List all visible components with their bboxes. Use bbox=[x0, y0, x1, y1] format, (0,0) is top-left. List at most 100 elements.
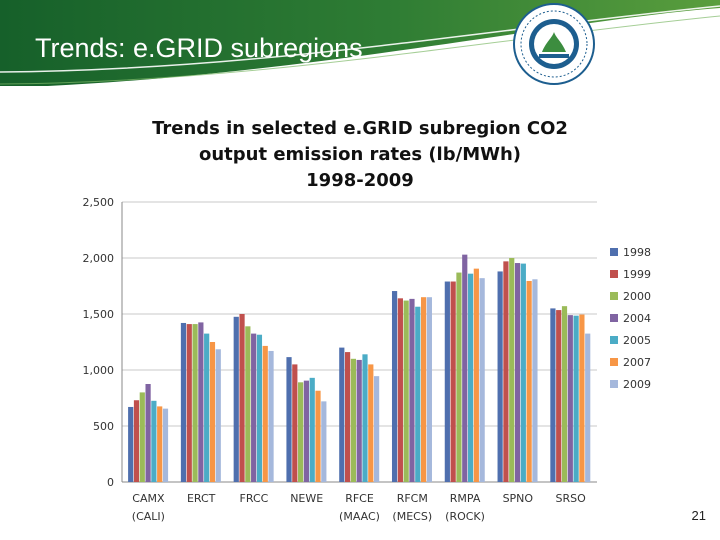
legend-label: 2007 bbox=[623, 356, 651, 369]
bar bbox=[350, 358, 356, 482]
bar bbox=[215, 349, 221, 482]
bar bbox=[573, 315, 579, 482]
bar bbox=[233, 316, 239, 482]
legend-label: 2004 bbox=[623, 312, 651, 325]
bar bbox=[409, 298, 415, 482]
bar bbox=[391, 291, 398, 482]
bar bbox=[186, 324, 192, 482]
bar bbox=[256, 334, 263, 482]
legend-swatch bbox=[610, 336, 618, 344]
x-tick-sublabel: (MECS) bbox=[392, 510, 432, 523]
legend-swatch bbox=[610, 270, 618, 278]
bar bbox=[321, 401, 327, 482]
bar bbox=[503, 261, 509, 482]
bar bbox=[151, 400, 157, 482]
chart-title-line-2: output emission rates (lb/MWh) bbox=[198, 144, 521, 165]
agency-seal-logo bbox=[512, 2, 596, 86]
bar bbox=[356, 359, 362, 482]
chart-title-line-3: 1998-2009 bbox=[306, 170, 414, 191]
x-tick-label: CAMX bbox=[132, 492, 165, 505]
x-tick-label: ERCT bbox=[187, 492, 216, 505]
bar bbox=[579, 314, 585, 482]
bar bbox=[209, 342, 216, 482]
bar bbox=[462, 254, 468, 482]
bar bbox=[368, 364, 374, 482]
x-tick-label: SRSO bbox=[555, 492, 586, 505]
bar bbox=[180, 322, 187, 482]
bar bbox=[133, 400, 140, 482]
bar bbox=[467, 273, 474, 482]
bar bbox=[162, 408, 169, 482]
bar bbox=[415, 306, 421, 482]
bar bbox=[550, 308, 556, 482]
bar bbox=[362, 354, 368, 482]
bar bbox=[303, 380, 310, 482]
bar bbox=[532, 279, 538, 482]
y-tick-label: 1,000 bbox=[83, 364, 115, 377]
bar bbox=[192, 324, 198, 482]
bar bbox=[198, 322, 204, 482]
bar bbox=[204, 333, 210, 482]
bar bbox=[251, 333, 257, 482]
bar bbox=[456, 272, 462, 482]
x-tick-label: RFCM bbox=[397, 492, 428, 505]
bar bbox=[292, 364, 298, 482]
bar bbox=[473, 268, 479, 482]
y-tick-label: 0 bbox=[107, 476, 114, 489]
bar bbox=[567, 315, 573, 482]
bar bbox=[420, 297, 427, 482]
bar bbox=[268, 350, 274, 482]
bar bbox=[403, 300, 409, 482]
bar bbox=[239, 314, 245, 482]
bar bbox=[157, 406, 163, 482]
bar bbox=[479, 278, 485, 482]
bar bbox=[145, 384, 151, 482]
bar bbox=[520, 263, 526, 482]
bar bbox=[345, 352, 351, 482]
bar bbox=[139, 392, 145, 482]
y-tick-label: 1,500 bbox=[83, 308, 115, 321]
bar bbox=[497, 271, 503, 482]
bar bbox=[526, 280, 532, 482]
x-tick-label: NEWE bbox=[290, 492, 323, 505]
bar bbox=[585, 333, 591, 482]
x-tick-sublabel: (MAAC) bbox=[339, 510, 380, 523]
legend-label: 2000 bbox=[623, 290, 651, 303]
legend-label: 1998 bbox=[623, 246, 651, 259]
x-tick-label: SPNO bbox=[503, 492, 534, 505]
bar bbox=[286, 357, 292, 482]
bar bbox=[444, 281, 450, 482]
bar bbox=[339, 347, 345, 482]
bar bbox=[309, 377, 315, 482]
bar bbox=[298, 382, 304, 482]
x-tick-label: FRCC bbox=[240, 492, 269, 505]
x-tick-sublabel: (ROCK) bbox=[445, 510, 485, 523]
legend-swatch bbox=[610, 358, 618, 366]
bar bbox=[374, 376, 380, 482]
legend-label: 1999 bbox=[623, 268, 651, 281]
x-tick-label: RFCE bbox=[345, 492, 374, 505]
bar bbox=[397, 298, 403, 482]
bar bbox=[262, 345, 268, 482]
bar bbox=[509, 258, 515, 482]
y-tick-label: 2,000 bbox=[83, 252, 115, 265]
legend-swatch bbox=[610, 292, 618, 300]
bar bbox=[561, 306, 568, 482]
bar bbox=[315, 390, 321, 482]
bar bbox=[514, 263, 521, 482]
page-number: 21 bbox=[691, 508, 706, 523]
y-tick-label: 2,500 bbox=[83, 196, 115, 209]
bar bbox=[128, 406, 134, 482]
chart-title-line-1: Trends in selected e.GRID subregion CO2 bbox=[152, 118, 568, 139]
x-tick-sublabel: (CALI) bbox=[132, 510, 165, 523]
chart-title: Trends in selected e.GRID subregion CO2 … bbox=[60, 116, 660, 194]
bar bbox=[556, 310, 562, 482]
x-tick-label: RMPA bbox=[450, 492, 481, 505]
legend-swatch bbox=[610, 248, 618, 256]
legend-label: 2005 bbox=[623, 334, 651, 347]
legend-swatch bbox=[610, 314, 618, 322]
bar bbox=[426, 297, 432, 482]
legend-label: 2009 bbox=[623, 378, 651, 391]
bar bbox=[450, 281, 456, 482]
